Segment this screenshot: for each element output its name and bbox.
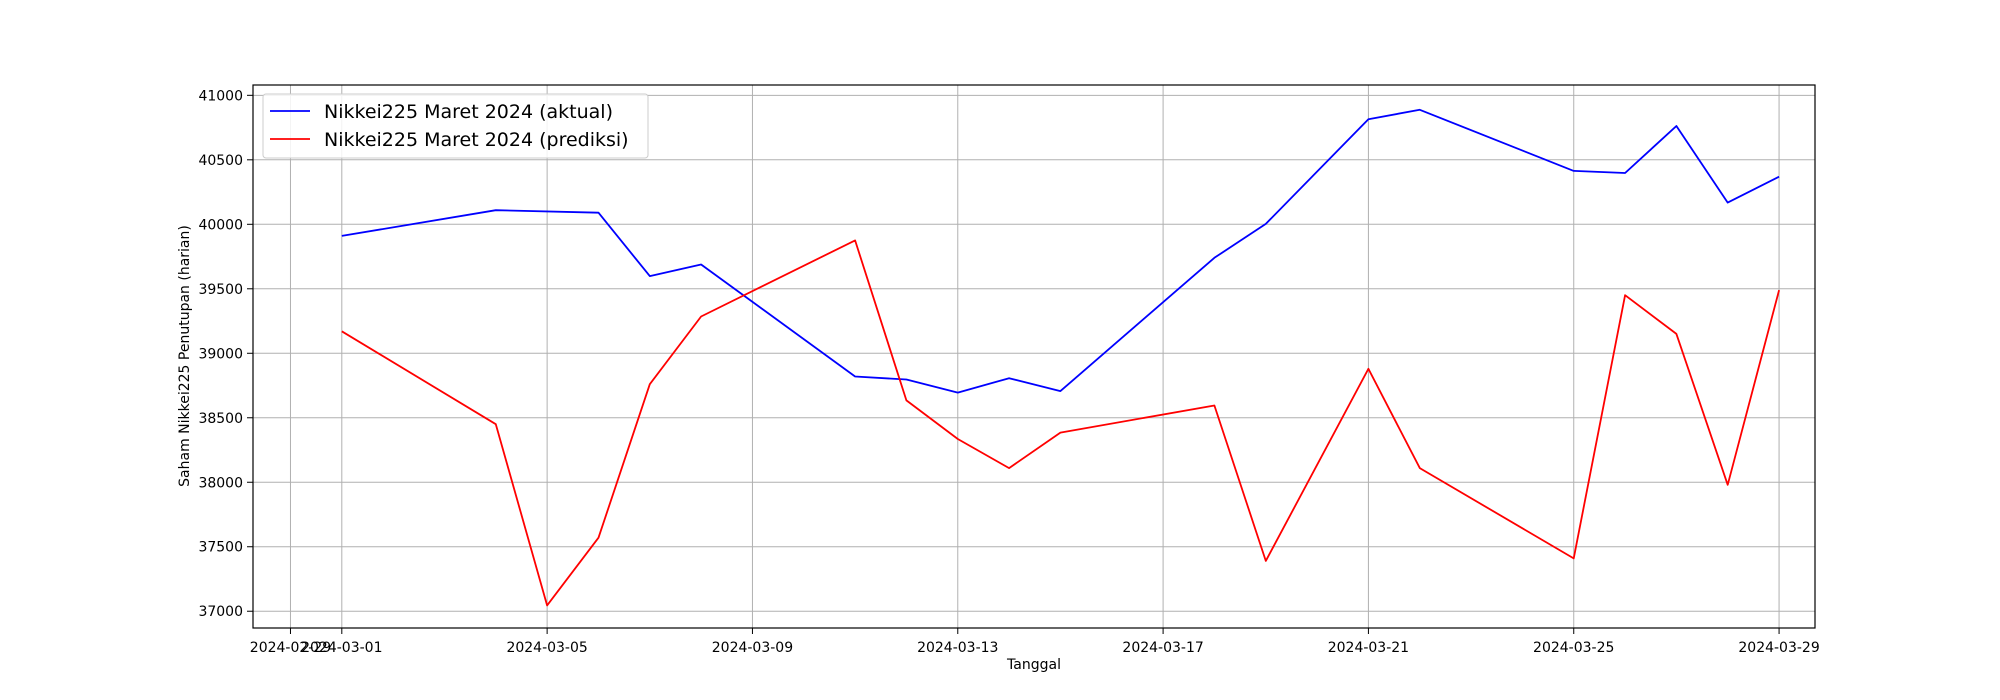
y-tick-label: 38000 (198, 475, 243, 491)
legend-label-2: Nikkei225 Maret 2024 (prediksi) (324, 129, 629, 151)
x-tick-label: 2024-03-29 (1738, 640, 1819, 656)
legend-box (262, 93, 649, 159)
y-tick-label: 37000 (198, 604, 243, 620)
y-tick-label: 41000 (198, 88, 243, 104)
y-tick-label: 40500 (198, 153, 243, 169)
x-axis-label: Tanggal (1006, 657, 1061, 673)
x-tick-label: 2024-03-01 (301, 640, 382, 656)
y-axis-label: Saham Nikkei225 Penutupan (harian) (177, 225, 193, 487)
legend: Nikkei225 Maret 2024 (aktual) Nikkei225 M… (262, 93, 649, 159)
y-tick-label: 37500 (198, 540, 243, 556)
x-tick-label: 2024-03-25 (1533, 640, 1614, 656)
series-lines (341, 108, 1780, 607)
y-tick-label: 39500 (198, 282, 243, 298)
x-tick-label: 2024-03-21 (1328, 640, 1409, 656)
legend-label-1: Nikkei225 Maret 2024 (aktual) (324, 101, 613, 123)
x-tick-label: 2024-02-29 (250, 640, 331, 656)
y-tick-label: 38500 (198, 411, 243, 427)
x-tick-label: 2024-03-13 (917, 640, 998, 656)
x-tick-label: 2024-03-05 (506, 640, 587, 656)
plot-frame (252, 84, 1816, 629)
y-tick-label: 40000 (198, 217, 243, 233)
y-tick-label: 39000 (198, 346, 243, 362)
series-line-2 (341, 239, 1780, 607)
series-line-1 (341, 108, 1780, 394)
x-tick-label: 2024-03-09 (712, 640, 793, 656)
x-tick-label: 2024-03-17 (1122, 640, 1203, 656)
